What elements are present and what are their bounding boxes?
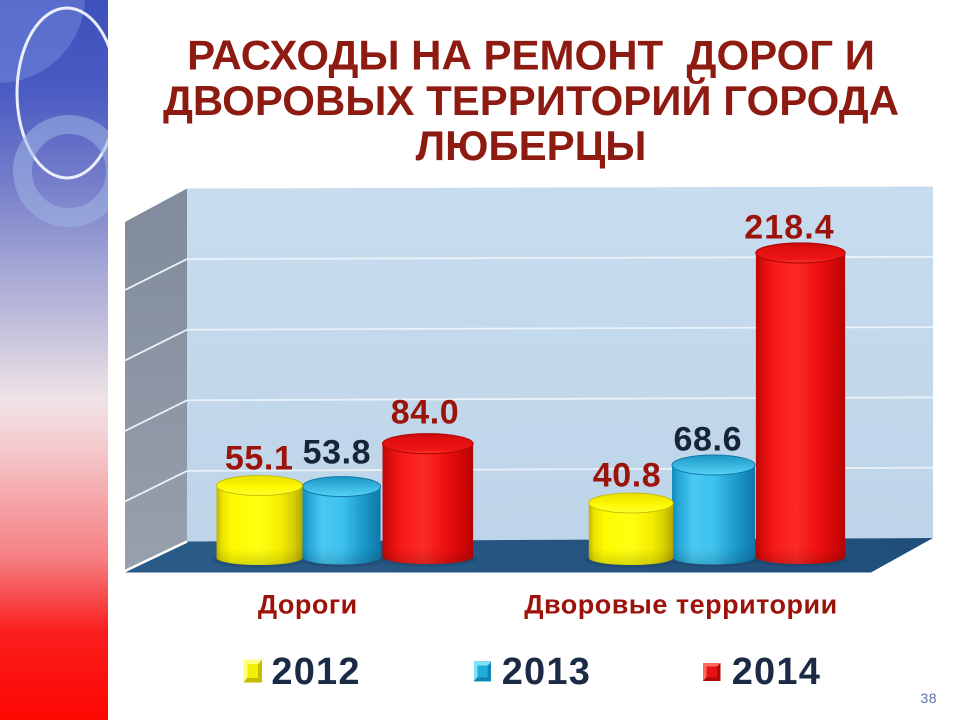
svg-text:ЛЮБЕРЦЫ: ЛЮБЕРЦЫ	[416, 122, 647, 169]
svg-text:40.8: 40.8	[593, 457, 662, 495]
svg-text:Дороги: Дороги	[258, 590, 358, 620]
svg-text:38: 38	[921, 690, 938, 706]
svg-text:РАСХОДЫ НА РЕМОНТ ДОРОГ И: РАСХОДЫ НА РЕМОНТ ДОРОГ И	[187, 32, 875, 79]
svg-text:ДВОРОВЫХ ТЕРРИТОРИЙ ГОРОДА: ДВОРОВЫХ ТЕРРИТОРИЙ ГОРОДА	[163, 76, 899, 124]
svg-text:55.1: 55.1	[225, 440, 294, 478]
svg-text:2013: 2013	[502, 651, 591, 693]
svg-text:53.8: 53.8	[303, 434, 372, 472]
svg-text:2012: 2012	[271, 651, 360, 693]
svg-text:68.6: 68.6	[674, 421, 743, 459]
svg-text:84.0: 84.0	[391, 393, 460, 431]
svg-text:Дворовые территории: Дворовые территории	[524, 590, 838, 620]
svg-text:218.4: 218.4	[744, 209, 835, 247]
svg-text:2014: 2014	[732, 651, 821, 693]
